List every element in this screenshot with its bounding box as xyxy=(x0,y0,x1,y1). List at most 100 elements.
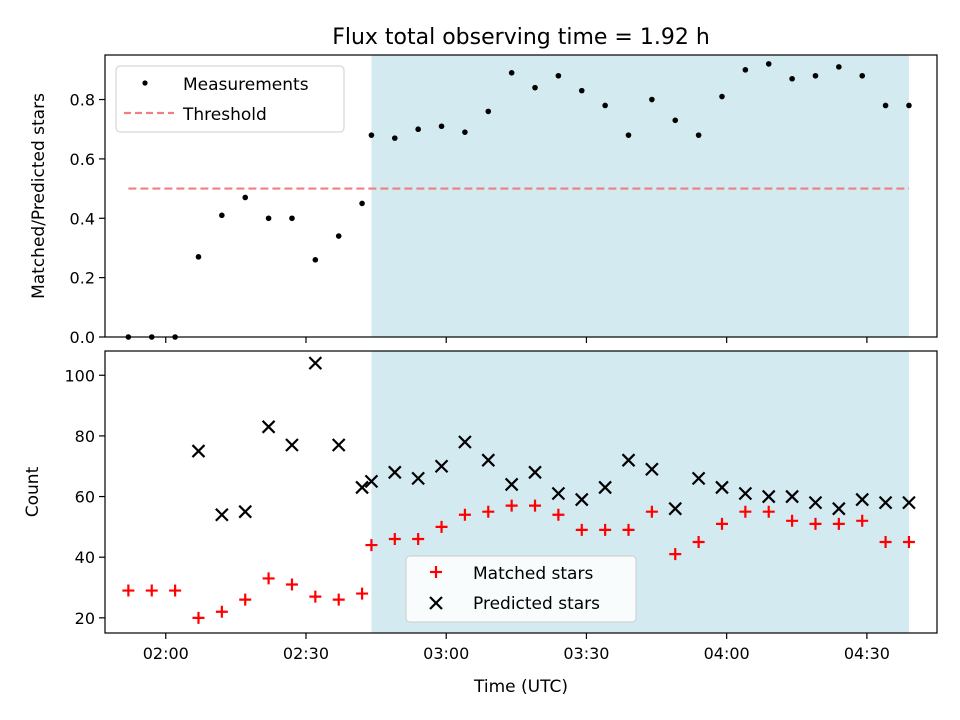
chart-title: Flux total observing time = 1.92 h xyxy=(332,25,710,50)
predicted-stars-point xyxy=(785,489,799,504)
matched-stars-point xyxy=(879,536,892,549)
predicted-stars-point xyxy=(364,474,379,489)
matched-stars-point xyxy=(529,499,542,512)
predicted-stars-point xyxy=(238,504,253,519)
top-y-tick-label: 0.0 xyxy=(70,328,95,347)
measurement-point xyxy=(672,117,679,124)
matched-stars-point xyxy=(739,505,752,518)
x-tick-label: 03:30 xyxy=(563,644,609,663)
bottom-y-tick-label: 40 xyxy=(75,548,95,567)
matched-stars-point xyxy=(856,514,869,527)
legend-measurements-label: Measurements xyxy=(183,75,309,95)
predicted-stars-point xyxy=(551,486,566,501)
predicted-stars-point xyxy=(411,471,425,486)
predicted-stars-point xyxy=(388,465,402,480)
matched-stars-point xyxy=(669,548,682,561)
measurement-point xyxy=(882,102,889,109)
predicted-stars-point xyxy=(598,480,612,495)
predicted-stars-point xyxy=(621,453,636,467)
bottom-panel-series xyxy=(122,356,916,624)
measurement-point xyxy=(335,233,342,239)
legend-threshold-label: Threshold xyxy=(182,105,267,125)
measurement-point xyxy=(859,72,866,79)
matched-stars-point xyxy=(715,517,728,530)
measurement-point xyxy=(532,84,538,91)
matched-stars-point xyxy=(365,539,378,552)
bottom-panel-frame xyxy=(104,350,938,634)
bottom-y-tick-label: 20 xyxy=(75,609,95,628)
matched-stars-point xyxy=(482,505,495,518)
measurement-point xyxy=(906,102,912,109)
bottom-panel-legend: Matched stars Predicted stars xyxy=(405,555,637,623)
predicted-stars-point xyxy=(285,438,299,452)
predicted-stars-point xyxy=(691,471,706,486)
measurement-point xyxy=(415,126,421,133)
predicted-stars-point xyxy=(715,480,729,495)
predicted-stars-point xyxy=(261,420,276,434)
measurement-point xyxy=(242,194,249,201)
measurement-point xyxy=(359,200,365,207)
matched-stars-point xyxy=(505,499,518,512)
predicted-stars-point xyxy=(855,492,869,507)
predicted-stars-point xyxy=(574,492,589,507)
bottom-y-tick-label: 60 xyxy=(75,488,95,507)
measurement-point xyxy=(578,87,585,94)
top-y-tick-label: 0.6 xyxy=(70,150,95,169)
matched-stars-point xyxy=(169,584,182,597)
measurement-point xyxy=(765,61,772,67)
legend-predicted-stars-label: Predicted stars xyxy=(473,594,600,614)
bottom-panel-y-axis-label: Count xyxy=(23,466,43,517)
bottom-y-tick-label: 80 xyxy=(75,427,95,446)
matched-stars-point xyxy=(122,584,135,597)
legend-matched-stars-marker xyxy=(430,566,442,578)
x-axis-label: Time (UTC) xyxy=(473,677,568,697)
measurement-point xyxy=(555,72,562,79)
measurement-point xyxy=(265,215,272,222)
top-panel-x-axis xyxy=(165,337,868,343)
measurement-point xyxy=(462,129,468,135)
predicted-stars-point xyxy=(504,477,519,492)
matched-stars-point xyxy=(622,523,635,536)
x-tick-label: 04:30 xyxy=(844,644,890,663)
x-tick-label: 04:00 xyxy=(704,644,750,663)
predicted-stars-point xyxy=(761,489,776,504)
predicted-stars-point xyxy=(668,501,683,516)
matched-stars-point xyxy=(645,505,658,518)
measurement-point xyxy=(219,212,225,219)
matched-stars-series xyxy=(122,499,915,624)
matched-stars-point xyxy=(309,590,322,603)
measurement-point xyxy=(719,93,725,100)
predicted-stars-point xyxy=(331,438,346,452)
predicted-stars-point xyxy=(355,480,369,495)
predicted-stars-point xyxy=(738,486,753,501)
bottom-panel-x-axis: 02:00 02:30 03:00 03:30 04:00 04:30 xyxy=(143,633,890,663)
matched-stars-point xyxy=(552,508,565,521)
measurement-point xyxy=(438,123,445,130)
matched-stars-point xyxy=(332,593,345,606)
predicted-stars-point xyxy=(308,356,323,370)
measurement-point xyxy=(742,67,749,73)
measurement-point xyxy=(649,96,655,103)
predicted-stars-point xyxy=(902,495,916,510)
observing-window-shading-top xyxy=(371,55,909,337)
matched-stars-point xyxy=(239,593,252,606)
predicted-stars-point xyxy=(191,444,206,458)
matched-stars-point xyxy=(902,536,915,549)
matched-stars-point xyxy=(786,514,799,527)
matched-stars-point xyxy=(809,517,822,530)
legend-measurements-marker xyxy=(142,80,148,86)
top-panel: 0.0 0.2 0.4 0.6 0.8 Matched/Predicted stars xyxy=(29,54,938,347)
predicted-stars-series xyxy=(191,356,916,522)
predicted-stars-point xyxy=(645,462,659,477)
top-y-tick-label: 0.4 xyxy=(70,209,95,228)
matched-stars-point xyxy=(832,517,845,530)
x-tick-label: 03:00 xyxy=(423,644,469,663)
predicted-stars-point xyxy=(215,507,229,522)
matched-stars-point xyxy=(262,572,275,585)
top-y-tick-label: 0.8 xyxy=(70,91,95,110)
matched-stars-point xyxy=(388,533,401,545)
legend-predicted-stars-marker xyxy=(429,596,443,610)
measurement-point xyxy=(836,64,842,70)
top-panel-y-axis: 0.0 0.2 0.4 0.6 0.8 xyxy=(70,91,105,347)
